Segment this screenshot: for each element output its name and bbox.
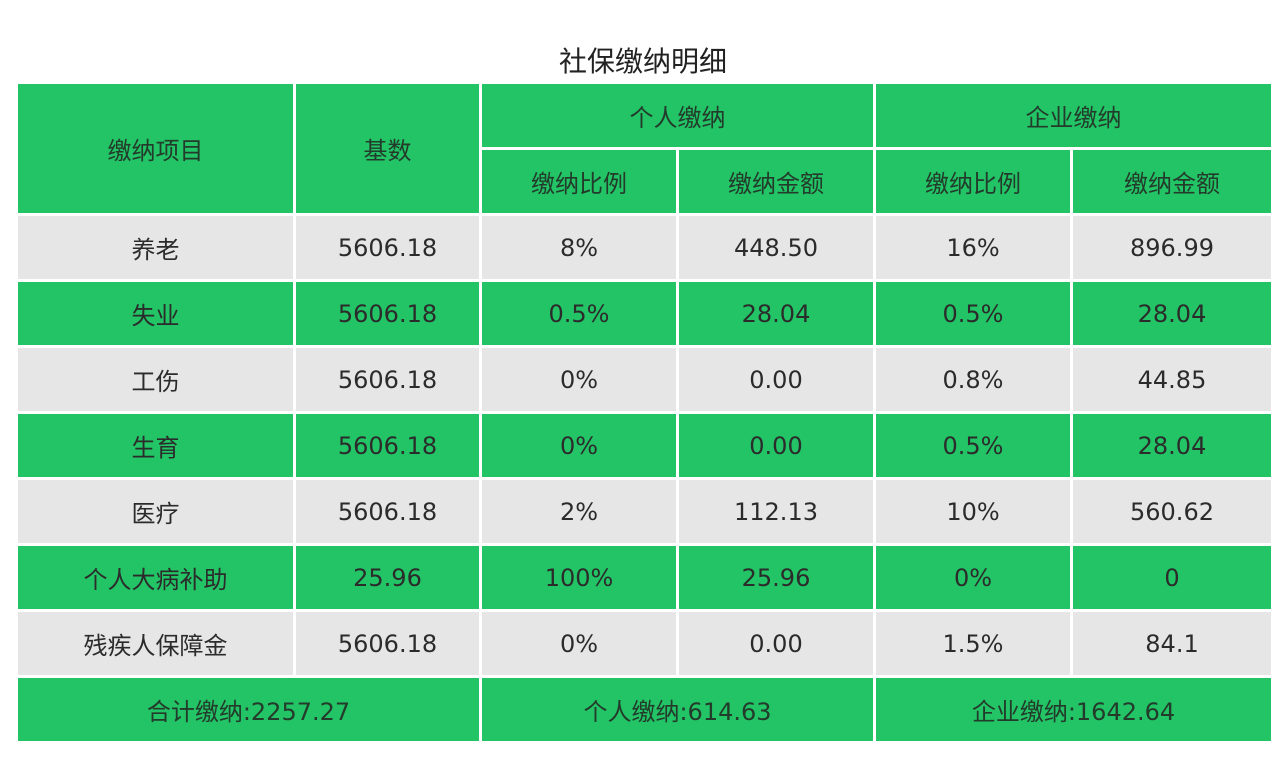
cell-company-rate: 0.8% — [876, 348, 1070, 411]
cell-personal-rate: 0% — [482, 348, 676, 411]
table-row: 养老 5606.18 8% 448.50 16% 896.99 — [18, 216, 1271, 279]
table-title: 社保缴纳明细 — [558, 45, 727, 78]
table-row: 生育 5606.18 0% 0.00 0.5% 28.04 — [18, 414, 1271, 477]
cell-name: 医疗 — [18, 480, 293, 543]
cell-base: 5606.18 — [296, 480, 479, 543]
header-personal-amount: 缴纳金额 — [679, 150, 873, 213]
total-company-payment: 企业缴纳:1642.64 — [876, 678, 1271, 741]
table-row: 医疗 5606.18 2% 112.13 10% 560.62 — [18, 480, 1271, 543]
cell-personal-rate: 0% — [482, 612, 676, 675]
cell-company-rate: 0.5% — [876, 414, 1070, 477]
header-item: 缴纳项目 — [18, 84, 293, 213]
header-row-2: 缴纳比例 缴纳金额 缴纳比例 缴纳金额 — [18, 150, 1271, 213]
cell-name: 工伤 — [18, 348, 293, 411]
header-company: 企业缴纳 — [876, 84, 1271, 147]
cell-base: 5606.18 — [296, 414, 479, 477]
cell-company-amount: 896.99 — [1073, 216, 1271, 279]
total-payment: 合计缴纳:2257.27 — [18, 678, 479, 741]
cell-name: 个人大病补助 — [18, 546, 293, 609]
header-personal: 个人缴纳 — [482, 84, 873, 147]
cell-base: 5606.18 — [296, 348, 479, 411]
cell-personal-rate: 100% — [482, 546, 676, 609]
cell-personal-amount: 0.00 — [679, 612, 873, 675]
header-personal-rate: 缴纳比例 — [482, 150, 676, 213]
cell-personal-rate: 8% — [482, 216, 676, 279]
total-personal-payment: 个人缴纳:614.63 — [482, 678, 873, 741]
cell-company-amount: 84.1 — [1073, 612, 1271, 675]
table-row: 工伤 5606.18 0% 0.00 0.8% 44.85 — [18, 348, 1271, 411]
cell-personal-amount: 448.50 — [679, 216, 873, 279]
cell-personal-amount: 112.13 — [679, 480, 873, 543]
cell-personal-amount: 28.04 — [679, 282, 873, 345]
cell-company-amount: 560.62 — [1073, 480, 1271, 543]
cell-name: 生育 — [18, 414, 293, 477]
cell-company-amount: 0 — [1073, 546, 1271, 609]
table-row: 失业 5606.18 0.5% 28.04 0.5% 28.04 — [18, 282, 1271, 345]
cell-name: 失业 — [18, 282, 293, 345]
cell-personal-rate: 0.5% — [482, 282, 676, 345]
cell-base: 5606.18 — [296, 216, 479, 279]
cell-name: 残疾人保障金 — [18, 612, 293, 675]
cell-company-amount: 28.04 — [1073, 414, 1271, 477]
header-company-amount: 缴纳金额 — [1073, 150, 1271, 213]
cell-base: 25.96 — [296, 546, 479, 609]
cell-company-rate: 0.5% — [876, 282, 1070, 345]
cell-base: 5606.18 — [296, 282, 479, 345]
table-row: 残疾人保障金 5606.18 0% 0.00 1.5% 84.1 — [18, 612, 1271, 675]
cell-company-rate: 0% — [876, 546, 1070, 609]
cell-name: 养老 — [18, 216, 293, 279]
cell-company-rate: 16% — [876, 216, 1070, 279]
cell-company-rate: 10% — [876, 480, 1070, 543]
cell-company-amount: 28.04 — [1073, 282, 1271, 345]
cell-company-rate: 1.5% — [876, 612, 1070, 675]
social-insurance-table: 缴纳项目 基数 个人缴纳 企业缴纳 缴纳比例 缴纳金额 缴纳比例 缴纳金额 养老… — [15, 81, 1274, 744]
header-base: 基数 — [296, 84, 479, 213]
header-company-rate: 缴纳比例 — [876, 150, 1070, 213]
cell-personal-rate: 2% — [482, 480, 676, 543]
cell-base: 5606.18 — [296, 612, 479, 675]
cell-company-amount: 44.85 — [1073, 348, 1271, 411]
table-row: 个人大病补助 25.96 100% 25.96 0% 0 — [18, 546, 1271, 609]
totals-row: 合计缴纳:2257.27 个人缴纳:614.63 企业缴纳:1642.64 — [18, 678, 1271, 741]
cell-personal-amount: 0.00 — [679, 348, 873, 411]
header-row-1: 缴纳项目 基数 个人缴纳 企业缴纳 — [18, 84, 1271, 213]
cell-personal-amount: 25.96 — [679, 546, 873, 609]
cell-personal-rate: 0% — [482, 414, 676, 477]
cell-personal-amount: 0.00 — [679, 414, 873, 477]
